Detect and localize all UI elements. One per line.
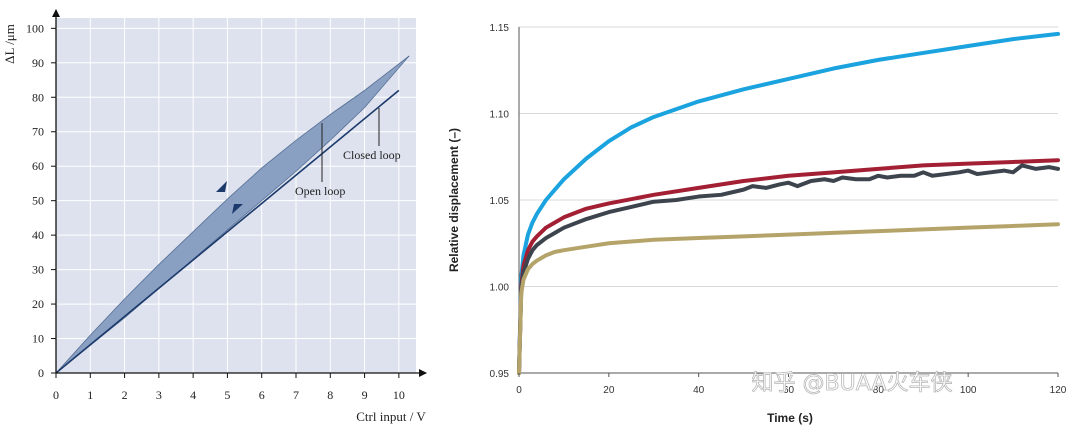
left-x-tick-label: 5 bbox=[224, 388, 230, 402]
series-line-4 bbox=[517, 222, 1060, 375]
left-x-tick-label: 4 bbox=[190, 388, 196, 402]
left-y-axis-label: ΔL /μm bbox=[2, 24, 17, 64]
right-x-tick-label: 20 bbox=[603, 385, 615, 396]
right-x-tick-label: 100 bbox=[960, 385, 977, 396]
left-x-axis-label: Ctrl input / V bbox=[356, 409, 426, 424]
left-x-tick-label: 1 bbox=[87, 388, 93, 402]
left-x-tick-label: 6 bbox=[259, 388, 265, 402]
hysteresis-fill bbox=[56, 55, 410, 373]
right-x-tick-label: 40 bbox=[693, 385, 705, 396]
annotation-closed-loop: Closed loop bbox=[343, 148, 401, 162]
series-line-2 bbox=[517, 158, 1060, 375]
left-y-tick-label: 60 bbox=[32, 159, 44, 173]
open-loop-upper-line bbox=[55, 55, 410, 374]
left-y-tick-label: 90 bbox=[32, 56, 44, 70]
watermark: 知乎 @BUAA火车侠 bbox=[752, 371, 953, 396]
left-y-tick-label: 30 bbox=[32, 263, 44, 277]
right-y-tick-label: 1.15 bbox=[490, 23, 510, 34]
hysteresis-area bbox=[55, 55, 410, 374]
left-x-tick-label: 8 bbox=[327, 388, 333, 402]
series-line-1 bbox=[517, 31, 1060, 375]
right-y-tick-label: 1.00 bbox=[490, 283, 510, 294]
left-y-tick-label: 50 bbox=[32, 194, 44, 208]
left-x-tick-label: 2 bbox=[122, 388, 128, 402]
right-x-axis-label: Time (s) bbox=[767, 411, 813, 425]
right-y-tick-label: 1.05 bbox=[490, 196, 510, 207]
arrow-up-icon bbox=[216, 181, 227, 192]
closed-loop-line bbox=[55, 89, 400, 374]
left-x-tick-label: 10 bbox=[393, 388, 405, 402]
right-y-tick-label: 0.95 bbox=[490, 369, 510, 380]
left-y-tick-label: 20 bbox=[32, 297, 44, 311]
annotation-open-loop: Open loop bbox=[295, 184, 345, 198]
left-x-tick-label: 9 bbox=[362, 388, 368, 402]
series-line-3 bbox=[517, 163, 1060, 375]
right-x-tick-label: 0 bbox=[516, 385, 522, 396]
left-x-tick-label: 0 bbox=[53, 388, 59, 402]
right-x-tick-label: 120 bbox=[1050, 385, 1067, 396]
open-loop-lower-line bbox=[55, 55, 410, 374]
left-y-tick-label: 0 bbox=[38, 366, 44, 380]
right-y-tick-label: 1.10 bbox=[490, 110, 510, 121]
left-y-tick-label: 80 bbox=[32, 90, 44, 104]
right-x-tick-label: 80 bbox=[873, 385, 885, 396]
right-x-tick-label: 60 bbox=[783, 385, 795, 396]
left-x-tick-label: 7 bbox=[293, 388, 299, 402]
left-y-tick-label: 70 bbox=[32, 125, 44, 139]
left-x-tick-label: 3 bbox=[156, 388, 162, 402]
right-y-axis-label: Relative displacement (–) bbox=[447, 128, 461, 272]
right-ticks: 0.95 1.00 1.05 1.10 1.15 0 20 40 60 80 100 120 bbox=[490, 23, 1067, 396]
left-y-tick-label: 100 bbox=[26, 21, 44, 35]
displacement-chart: 0.95 1.00 1.05 1.10 1.15 0 20 40 60 80 100 120 Time… bbox=[447, 23, 1067, 425]
left-y-tick-label: 40 bbox=[32, 228, 44, 242]
right-series bbox=[517, 31, 1060, 375]
arrow-down-icon bbox=[232, 204, 243, 214]
left-y-tick-label: 10 bbox=[32, 332, 44, 346]
